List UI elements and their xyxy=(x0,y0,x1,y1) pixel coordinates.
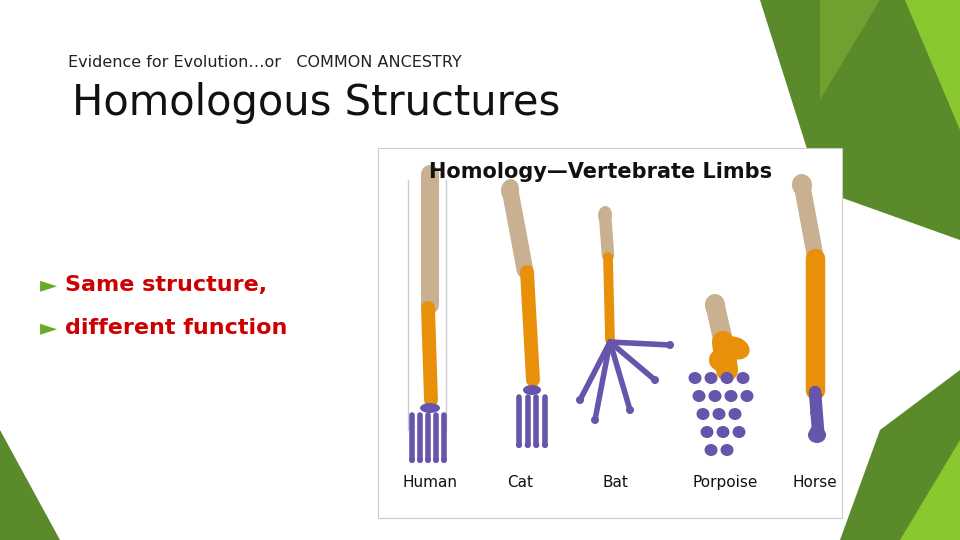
Text: ►: ► xyxy=(40,318,58,338)
Ellipse shape xyxy=(516,442,522,448)
Ellipse shape xyxy=(709,349,731,371)
Ellipse shape xyxy=(441,457,447,463)
Ellipse shape xyxy=(736,372,750,384)
Ellipse shape xyxy=(807,248,823,262)
Ellipse shape xyxy=(701,426,713,438)
Ellipse shape xyxy=(705,372,717,384)
Text: Cat: Cat xyxy=(507,475,533,490)
Ellipse shape xyxy=(525,442,531,448)
Ellipse shape xyxy=(792,174,812,196)
Ellipse shape xyxy=(720,336,750,360)
Ellipse shape xyxy=(692,390,706,402)
Ellipse shape xyxy=(708,390,722,402)
Ellipse shape xyxy=(729,408,741,420)
Ellipse shape xyxy=(626,406,634,414)
Ellipse shape xyxy=(705,294,725,316)
Ellipse shape xyxy=(527,375,539,385)
Ellipse shape xyxy=(810,391,822,399)
Ellipse shape xyxy=(425,395,437,405)
Ellipse shape xyxy=(433,457,439,463)
Ellipse shape xyxy=(602,249,614,261)
Text: Porpoise: Porpoise xyxy=(692,475,757,490)
Ellipse shape xyxy=(651,376,659,384)
Text: Horse: Horse xyxy=(793,475,837,490)
Ellipse shape xyxy=(810,408,822,416)
Text: ►: ► xyxy=(40,275,58,295)
Ellipse shape xyxy=(501,179,519,201)
Ellipse shape xyxy=(716,426,730,438)
Ellipse shape xyxy=(808,427,826,443)
Ellipse shape xyxy=(534,442,540,448)
Ellipse shape xyxy=(810,426,822,434)
Ellipse shape xyxy=(721,372,733,384)
Ellipse shape xyxy=(807,384,823,396)
Polygon shape xyxy=(900,440,960,540)
Polygon shape xyxy=(840,370,960,540)
Polygon shape xyxy=(0,430,60,540)
Ellipse shape xyxy=(542,442,548,448)
Ellipse shape xyxy=(425,457,431,463)
Ellipse shape xyxy=(705,444,717,456)
Ellipse shape xyxy=(725,390,737,402)
Ellipse shape xyxy=(721,444,733,456)
Ellipse shape xyxy=(409,457,415,463)
Ellipse shape xyxy=(576,396,584,404)
Text: Evidence for Evolution…or   COMMON ANCESTRY: Evidence for Evolution…or COMMON ANCESTR… xyxy=(68,55,462,70)
Ellipse shape xyxy=(598,206,612,224)
Ellipse shape xyxy=(688,372,702,384)
Ellipse shape xyxy=(417,457,423,463)
Text: Homology—Vertebrate Limbs: Homology—Vertebrate Limbs xyxy=(429,162,772,182)
Ellipse shape xyxy=(420,403,440,413)
Ellipse shape xyxy=(712,408,726,420)
Ellipse shape xyxy=(740,390,754,402)
FancyBboxPatch shape xyxy=(378,148,842,518)
Text: Same structure,: Same structure, xyxy=(65,275,267,295)
Polygon shape xyxy=(760,0,960,240)
Ellipse shape xyxy=(732,426,746,438)
Ellipse shape xyxy=(523,385,541,395)
Ellipse shape xyxy=(697,408,709,420)
Polygon shape xyxy=(850,0,960,130)
Ellipse shape xyxy=(591,416,599,424)
Ellipse shape xyxy=(666,341,674,349)
Ellipse shape xyxy=(421,165,439,185)
Text: different function: different function xyxy=(65,318,287,338)
Text: Human: Human xyxy=(402,475,458,490)
Text: Bat: Bat xyxy=(602,475,628,490)
Text: Homologous Structures: Homologous Structures xyxy=(72,82,561,124)
Polygon shape xyxy=(820,0,880,100)
Ellipse shape xyxy=(517,262,533,278)
Ellipse shape xyxy=(422,298,438,312)
